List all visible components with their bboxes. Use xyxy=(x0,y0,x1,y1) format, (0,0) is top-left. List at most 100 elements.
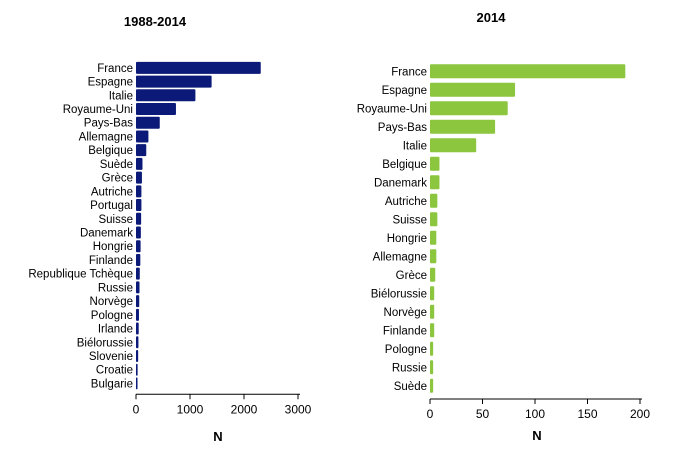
bar-danemark xyxy=(430,175,440,190)
x-tick-label: 50 xyxy=(476,407,490,421)
category-label: France xyxy=(391,66,427,78)
x-tick-label: 200 xyxy=(630,407,650,421)
bar-allemagne xyxy=(136,130,149,143)
category-label: Grèce xyxy=(102,173,133,185)
category-label: Norvège xyxy=(384,307,427,319)
bar-bulgarie xyxy=(136,377,138,390)
x-tick-label: 0 xyxy=(427,407,434,421)
x-tick-label: 3000 xyxy=(285,402,312,416)
bar-gr-ce xyxy=(430,267,436,282)
category-label: Pologne xyxy=(91,310,133,322)
category-label: Hongrie xyxy=(387,233,427,245)
category-label: Portugal xyxy=(90,200,133,212)
category-label: Russie xyxy=(98,282,133,294)
bar-allemagne xyxy=(430,249,437,264)
bar-hongrie xyxy=(136,240,141,253)
bar-slovenie xyxy=(136,349,139,362)
bar-pays-bas xyxy=(430,119,496,134)
category-label: Pays-Bas xyxy=(378,122,427,134)
x-axis-label: N xyxy=(532,428,541,443)
bar-su-de xyxy=(136,157,143,170)
bar-royaume-uni xyxy=(136,103,176,116)
bar-pologne xyxy=(136,308,139,321)
category-label: Finlande xyxy=(383,325,427,337)
x-tick-label: 1000 xyxy=(177,402,204,416)
bar-autriche xyxy=(136,185,142,198)
bar-belgique xyxy=(136,144,147,157)
category-label: Danemark xyxy=(80,228,133,240)
category-label: Suisse xyxy=(98,214,133,226)
bar-republique-tch-que xyxy=(136,267,140,280)
bar-norv-ge xyxy=(136,295,140,308)
bar-france xyxy=(430,64,626,79)
bar-pays-bas xyxy=(136,116,160,129)
category-label: Allemagne xyxy=(79,131,133,143)
bar-irlande xyxy=(136,322,139,335)
category-label: Slovenie xyxy=(89,351,133,363)
chart-title: 1988-2014 xyxy=(124,14,187,29)
category-label: Irlande xyxy=(98,324,133,336)
bar-finlande xyxy=(136,253,141,266)
bar-croatie xyxy=(136,363,138,376)
bar-norv-ge xyxy=(430,304,435,319)
category-label: Belgique xyxy=(382,159,427,171)
bar-royaume-uni xyxy=(430,101,508,116)
bar-bi-lorussie xyxy=(136,336,139,349)
bar-su-de xyxy=(430,378,434,393)
category-label: Royaume-Uni xyxy=(357,103,427,115)
bar-gr-ce xyxy=(136,171,142,184)
bar-bi-lorussie xyxy=(430,286,435,301)
bar-suisse xyxy=(136,212,142,225)
category-label: Royaume-Uni xyxy=(63,104,133,116)
category-label: Belgique xyxy=(88,145,133,157)
category-label: Suisse xyxy=(392,214,427,226)
category-label: Suède xyxy=(100,159,133,171)
chart-2014: 2014 N France Espagne Royaume-Uni Pays-Bas I… xyxy=(357,10,651,443)
bar-portugal xyxy=(136,199,142,212)
category-label: Biélorussie xyxy=(371,288,427,300)
x-tick-label: 100 xyxy=(525,407,545,421)
x-tick-label: 0 xyxy=(133,402,140,416)
category-label: Bulgarie xyxy=(91,378,133,390)
category-label: Russie xyxy=(392,362,427,374)
bar-italie xyxy=(430,138,477,153)
category-label: Danemark xyxy=(374,177,427,189)
category-label: Autriche xyxy=(91,186,133,198)
category-label: Suède xyxy=(394,381,427,393)
category-label: Republique Tchèque xyxy=(28,269,133,281)
bar-autriche xyxy=(430,193,438,208)
bar-danemark xyxy=(136,226,141,239)
category-label: Norvège xyxy=(90,296,133,308)
bar-russie xyxy=(136,281,140,294)
bar-italie xyxy=(136,89,196,102)
bar-hongrie xyxy=(430,230,437,245)
category-label: Hongrie xyxy=(93,241,133,253)
category-label: Croatie xyxy=(96,365,133,377)
category-label: Espagne xyxy=(382,85,427,97)
bar-russie xyxy=(430,360,434,375)
bar-espagne xyxy=(136,75,212,88)
bar-belgique xyxy=(430,156,440,171)
category-label: Grèce xyxy=(396,270,427,282)
bar-finlande xyxy=(430,323,435,338)
bar-pologne xyxy=(430,341,434,356)
category-label: Autriche xyxy=(385,196,427,208)
x-tick-label: 150 xyxy=(577,407,597,421)
category-label: Biélorussie xyxy=(77,337,133,349)
bar-espagne xyxy=(430,82,516,97)
category-label: Italie xyxy=(403,140,427,152)
bar-suisse xyxy=(430,212,438,227)
category-label: Allemagne xyxy=(373,251,427,263)
chart-title: 2014 xyxy=(477,10,507,25)
category-label: Espagne xyxy=(88,77,133,89)
category-label: France xyxy=(97,63,133,75)
category-label: Pays-Bas xyxy=(84,118,133,130)
category-label: Pologne xyxy=(385,344,427,356)
category-label: Italie xyxy=(109,90,133,102)
category-label: Finlande xyxy=(89,255,133,267)
x-tick-label: 2000 xyxy=(231,402,258,416)
bar-france xyxy=(136,61,261,74)
x-axis-label: N xyxy=(213,429,222,444)
